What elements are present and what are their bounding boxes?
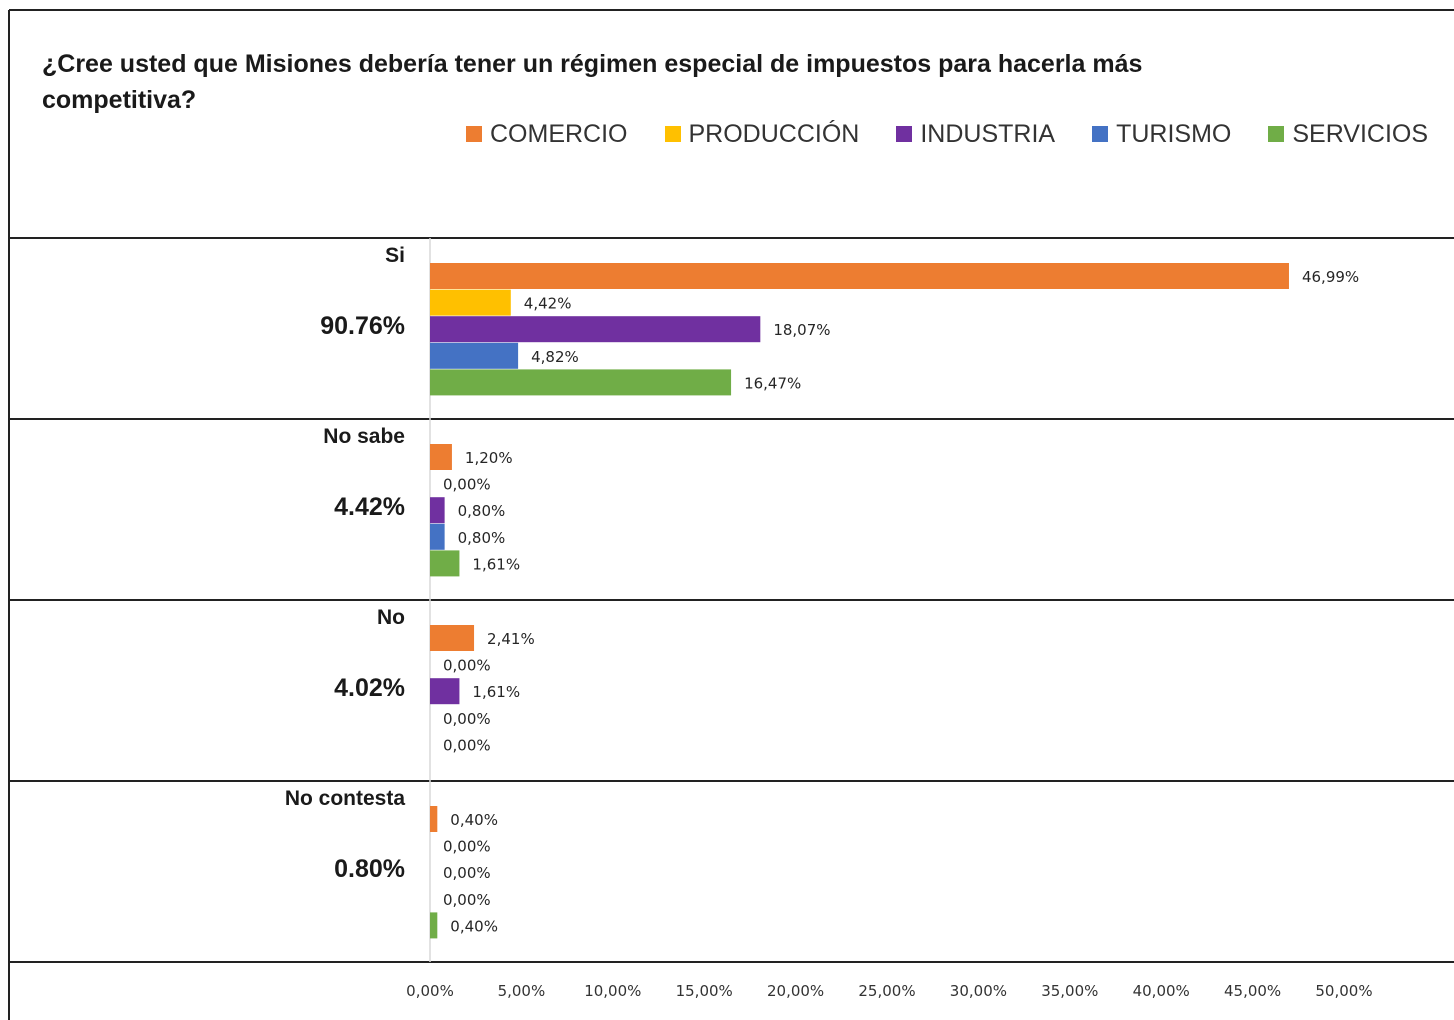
data-label-no-produccion: 0,00% [443,657,491,675]
legend-item-produccion: PRODUCCIÓN [664,119,860,149]
data-label-no-sabe-turismo: 0,80% [458,529,506,547]
category-total-no-sabe: 4.42% [334,493,405,521]
legend-label-turismo: TURISMO [1116,119,1232,148]
bar-no-sabe-servicios [430,550,460,577]
legend-item-servicios: SERVICIOS [1268,120,1428,149]
data-label-si-industria: 18,07% [773,321,830,339]
data-label-no-servicios: 0,00% [443,736,491,754]
data-label-no-industria: 1,61% [472,683,520,701]
legend-label-industria: INDUSTRIA [920,119,1056,148]
legend-swatch-servicios [1268,126,1285,142]
data-label-no-comercio: 2,41% [487,630,535,648]
data-label-si-comercio: 46,99% [1302,268,1359,286]
category-label-no: No [377,606,405,629]
bar-si-turismo [430,342,519,369]
bar-no-industria [430,678,460,705]
category-label-si: Si [385,244,405,267]
legend: COMERCIO PRODUCCIÓN INDUSTRIA TURISMO SE… [466,116,1428,152]
bar-si-servicios [430,369,732,396]
bar-no-contesta-servicios [430,912,438,939]
legend-swatch-industria [896,126,913,142]
bar-no-sabe-turismo [430,523,445,550]
legend-item-comercio: COMERCIO [466,120,628,149]
legend-label-comercio: COMERCIO [490,119,628,148]
legend-item-industria: INDUSTRIA [896,120,1055,149]
bar-si-produccion [430,289,511,316]
data-label-no-contesta-turismo: 0,00% [443,891,491,909]
data-label-no-contesta-produccion: 0,00% [443,838,491,856]
legend-swatch-produccion [664,126,681,142]
data-label-no-sabe-servicios: 1,61% [472,555,520,573]
bar-no-sabe-comercio [430,444,452,470]
data-label-no-contesta-comercio: 0,40% [450,811,498,829]
x-tick-label: 20,00% [767,982,824,1000]
bar-no-contesta-comercio [430,806,438,832]
data-label-no-contesta-industria: 0,00% [443,864,491,882]
x-tick-label: 40,00% [1133,982,1190,1000]
bar-no-comercio [430,625,475,651]
x-tick-label: 30,00% [950,982,1007,1000]
legend-label-produccion: PRODUCCIÓN [688,119,860,148]
x-tick-label: 35,00% [1041,982,1098,1000]
bar-si-comercio [430,263,1289,289]
data-label-no-sabe-industria: 0,80% [458,502,506,520]
category-total-no-contesta: 0.80% [334,855,405,883]
x-tick-label: 5,00% [498,982,546,1000]
category-label-no-sabe: No sabe [323,425,405,448]
category-label-no-contesta: No contesta [285,787,406,810]
x-tick-label: 15,00% [676,982,733,1000]
data-label-si-produccion: 4,42% [524,295,572,313]
bar-si-industria [430,316,761,343]
x-tick-label: 25,00% [858,982,915,1000]
category-total-no: 4.02% [334,674,405,702]
data-label-no-turismo: 0,00% [443,710,491,728]
chart-title: ¿Cree usted que Misiones debería tener u… [42,50,1143,114]
data-label-no-sabe-comercio: 1,20% [465,449,513,467]
data-label-no-contesta-servicios: 0,40% [450,917,498,935]
legend-swatch-comercio [466,126,482,142]
bar-no-sabe-industria [430,497,445,524]
data-label-no-sabe-produccion: 0,00% [443,476,491,494]
x-tick-label: 0,00% [406,982,454,1000]
data-label-si-servicios: 16,47% [744,374,801,392]
legend-swatch-turismo [1092,126,1109,142]
data-label-si-turismo: 4,82% [531,348,579,366]
x-tick-label: 10,00% [584,982,641,1000]
legend-item-turismo: TURISMO [1092,120,1231,149]
x-tick-label: 50,00% [1315,982,1372,1000]
legend-label-servicios: SERVICIOS [1292,119,1429,148]
x-tick-label: 45,00% [1224,982,1281,1000]
category-total-si: 90.76% [320,312,405,340]
